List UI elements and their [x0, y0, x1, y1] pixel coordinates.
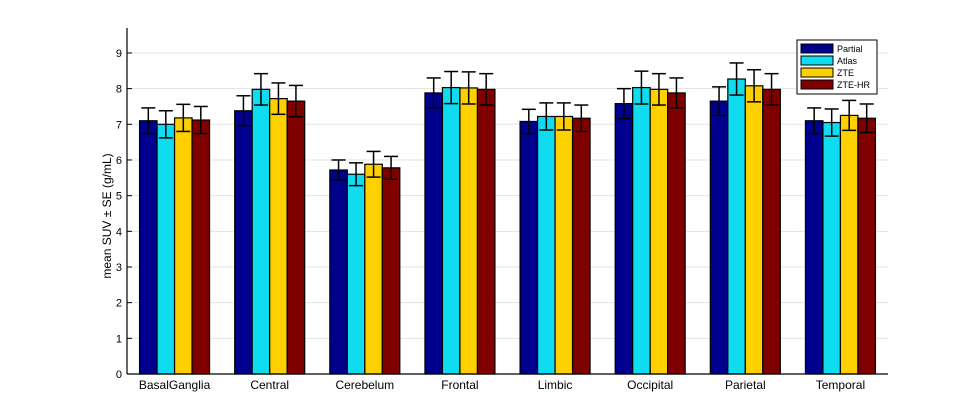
legend-label: ZTE-HR — [837, 80, 870, 90]
bar-zte-basalganglia — [173, 117, 193, 375]
legend: Partial Atlas ZTE ZTE-HR — [796, 39, 878, 95]
y-tick-label: 4 — [116, 226, 122, 238]
bar-zte-hr-cerebelum — [381, 167, 401, 375]
x-tick-label: Cerebelum — [335, 378, 394, 392]
bar-atlas-central — [251, 88, 271, 375]
bar-zte-occipital — [649, 88, 669, 375]
bar-partial-frontal — [424, 92, 444, 375]
bar-zte-parietal — [744, 85, 764, 375]
bar-partial-temporal — [804, 120, 824, 375]
legend-label: ZTE — [837, 68, 854, 78]
tick-labels: 0 1 2 3 4 5 6 7 8 9 BasalGanglia Central Cerebelum Fr… — [116, 48, 865, 392]
bar-partial-parietal — [709, 100, 729, 375]
bars — [138, 78, 877, 375]
legend-swatch-zte-hr — [800, 79, 834, 90]
legend-label: Atlas — [837, 56, 858, 66]
bar-zte-hr-parietal — [762, 88, 781, 375]
bar-zte-hr-central — [286, 100, 306, 375]
bar-zte-hr-frontal — [476, 88, 496, 375]
bar-atlas-frontal — [441, 86, 461, 375]
x-tick-label: Occipital — [627, 378, 673, 392]
bar-atlas-temporal — [822, 121, 842, 375]
y-axis-label: mean SUV ± SE (g/mL) — [100, 153, 114, 278]
legend-swatch-atlas — [800, 55, 834, 66]
bar-zte-frontal — [459, 87, 479, 375]
y-tick-label: 2 — [116, 298, 122, 310]
y-tick-label: 1 — [116, 333, 122, 345]
bar-zte-hr-limbic — [571, 117, 591, 375]
bar-zte-hr-temporal — [857, 117, 877, 375]
bar-partial-cerebelum — [329, 169, 348, 375]
legend-swatch-zte — [800, 67, 834, 78]
y-tick-label: 8 — [116, 84, 122, 96]
bar-zte-central — [269, 98, 288, 375]
bar-atlas-cerebelum — [346, 173, 366, 375]
x-tick-label: BasalGanglia — [139, 378, 211, 392]
bar-atlas-occipital — [632, 86, 651, 375]
y-tick-label: 0 — [116, 369, 122, 381]
bar-partial-basalganglia — [138, 120, 158, 375]
x-tick-label: Limbic — [538, 378, 573, 392]
bar-partial-limbic — [519, 120, 539, 375]
y-tick-label: 5 — [116, 191, 122, 203]
y-tick-label: 9 — [116, 48, 122, 60]
x-tick-label: Parietal — [725, 378, 766, 392]
y-tick-label: 7 — [116, 119, 122, 131]
bar-atlas-parietal — [727, 78, 746, 375]
legend-swatch-partial — [800, 43, 834, 54]
x-tick-label: Temporal — [816, 378, 865, 392]
x-tick-label: Central — [250, 378, 289, 392]
legend-label: Partial — [837, 44, 863, 54]
x-tick-label: Frontal — [441, 378, 478, 392]
bar-zte-hr-basalganglia — [191, 119, 211, 375]
y-tick-label: 3 — [116, 262, 122, 274]
axes — [126, 28, 888, 375]
bar-atlas-basalganglia — [156, 123, 176, 375]
bar-partial-central — [234, 110, 253, 375]
bar-zte-temporal — [839, 114, 859, 375]
bar-zte-limbic — [554, 115, 574, 375]
bar-atlas-limbic — [536, 115, 556, 375]
error-bars — [141, 62, 874, 187]
y-tick-label: 6 — [116, 155, 122, 167]
bar-zte-hr-occipital — [667, 92, 686, 375]
bar-partial-occipital — [614, 103, 634, 375]
bar-zte-cerebelum — [364, 163, 383, 375]
